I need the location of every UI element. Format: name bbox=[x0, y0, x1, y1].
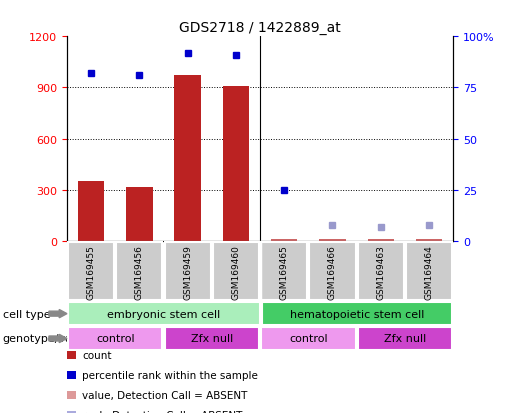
Text: GSM169456: GSM169456 bbox=[135, 244, 144, 299]
Bar bbox=[416, 239, 442, 242]
Bar bbox=[78, 182, 105, 242]
Text: percentile rank within the sample: percentile rank within the sample bbox=[82, 370, 259, 380]
Title: GDS2718 / 1422889_at: GDS2718 / 1422889_at bbox=[179, 21, 341, 35]
Text: genotype/variation: genotype/variation bbox=[3, 334, 109, 344]
Text: GSM169466: GSM169466 bbox=[328, 244, 337, 299]
Text: embryonic stem cell: embryonic stem cell bbox=[107, 309, 220, 319]
Text: GSM169463: GSM169463 bbox=[376, 244, 385, 299]
Text: GSM169460: GSM169460 bbox=[231, 244, 241, 299]
Text: control: control bbox=[96, 334, 134, 344]
Text: GSM169465: GSM169465 bbox=[280, 244, 289, 299]
Text: rank, Detection Call = ABSENT: rank, Detection Call = ABSENT bbox=[82, 410, 243, 413]
Text: cell type: cell type bbox=[3, 309, 50, 319]
Bar bbox=[126, 187, 152, 242]
Text: Zfx null: Zfx null bbox=[384, 334, 426, 344]
Text: GSM169455: GSM169455 bbox=[87, 244, 96, 299]
Text: GSM169459: GSM169459 bbox=[183, 244, 192, 299]
Text: hematopoietic stem cell: hematopoietic stem cell bbox=[290, 309, 424, 319]
Text: GSM169464: GSM169464 bbox=[424, 244, 434, 299]
Bar bbox=[222, 87, 249, 242]
Text: count: count bbox=[82, 350, 112, 360]
Text: Zfx null: Zfx null bbox=[191, 334, 233, 344]
Text: control: control bbox=[289, 334, 328, 344]
Bar bbox=[319, 239, 346, 242]
Bar bbox=[175, 76, 201, 242]
Text: value, Detection Call = ABSENT: value, Detection Call = ABSENT bbox=[82, 390, 248, 400]
Bar bbox=[368, 239, 394, 242]
Bar bbox=[271, 239, 298, 242]
